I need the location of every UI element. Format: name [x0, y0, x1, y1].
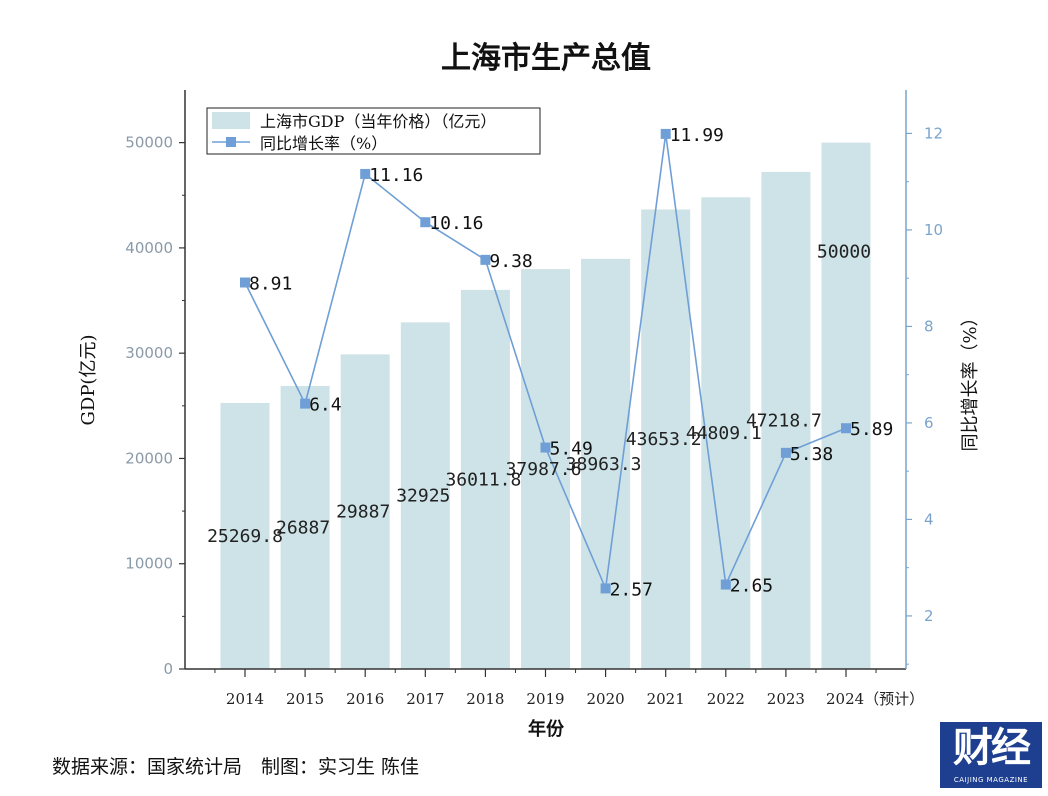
y-tick-label-5: 50000 [125, 134, 173, 152]
gdp-label-9: 47218.7 [746, 410, 822, 431]
gdp-bar-4 [460, 289, 510, 669]
growth-marker-9 [780, 447, 791, 458]
y-axis-label: GDP(亿元) [78, 335, 99, 426]
x-tick-label-1: 2015 [286, 690, 324, 708]
growth-marker-8 [720, 579, 731, 590]
gdp-label-8: 44809.1 [686, 423, 762, 444]
gdp-bar-2 [340, 354, 390, 669]
growth-marker-6 [600, 583, 611, 594]
x-tick-label-3: 2017 [406, 690, 444, 708]
x-tick-label-7: 2021 [647, 690, 685, 708]
y2-tick-label-0: 2 [924, 607, 934, 625]
y2-axis-label: 同比增长率（%） [960, 308, 981, 451]
x-tick-label-5: 2019 [526, 690, 564, 708]
gdp-label-7: 43653.2 [626, 429, 702, 450]
gdp-bar-5 [521, 269, 570, 669]
x-tick-label-2: 2016 [346, 690, 384, 708]
y2-tick-label-1: 4 [924, 510, 934, 528]
x-tick-label-10: 2024（预计） [826, 690, 924, 708]
gdp-bar-10 [821, 142, 871, 670]
growth-label-3: 10.16 [429, 213, 483, 234]
gdp-bar-8 [701, 197, 751, 669]
growth-marker-10 [841, 423, 851, 434]
caijing-logo: 财经 CAIJING MAGAZINE [940, 722, 1042, 788]
y-tick-label-2: 20000 [125, 449, 173, 467]
source-note: 数据来源：国家统计局 制图：实习生 陈佳 [52, 756, 420, 778]
bars-layer [220, 142, 871, 670]
gdp-bar-3 [400, 322, 450, 669]
growth-label-0: 8.91 [249, 274, 292, 295]
growth-marker-1 [300, 398, 311, 409]
growth-line-layer [240, 128, 851, 594]
growth-label-8: 2.65 [730, 576, 773, 597]
growth-marker-4 [480, 254, 491, 265]
growth-marker-0 [240, 277, 250, 288]
y2-tick-label-5: 12 [924, 124, 943, 142]
y-tick-label-1: 10000 [125, 555, 173, 573]
x-tick-label-9: 2023 [767, 690, 805, 708]
legend-marker-swatch [226, 137, 236, 147]
logo-mark: 财经 [953, 725, 1031, 771]
growth-label-6: 2.57 [610, 579, 653, 600]
y-tick-label-0: 0 [163, 660, 173, 678]
growth-label-9: 5.38 [790, 444, 833, 465]
legend-box [206, 107, 541, 155]
gdp-label-5: 37987.6 [506, 459, 582, 480]
chart-title: 上海市生产总值 [441, 41, 651, 76]
legend-line-label: 同比增长率（%） [260, 134, 387, 153]
y-tick-label-3: 30000 [125, 344, 173, 362]
data-labels-layer: 8.91 6.4 11.16 10.16 9.38 5.49 2.57 11.99 2.65 5.… [207, 125, 893, 601]
growth-label-1: 6.4 [309, 395, 342, 416]
growth-label-10: 5.89 [850, 419, 893, 440]
gdp-label-4: 36011.8 [445, 469, 521, 490]
logo-subtitle: CAIJING MAGAZINE [953, 776, 1029, 784]
y2-tick-label-3: 8 [924, 317, 934, 335]
growth-label-5: 5.49 [550, 439, 593, 460]
x-axis-label: 年份 [528, 718, 565, 740]
gdp-bar-0 [220, 402, 270, 669]
gdp-label-2: 29887 [336, 502, 390, 523]
gdp-label-6: 38963.3 [566, 454, 642, 475]
legend-bar-label: 上海市GDP（当年价格）（亿元） [260, 112, 496, 131]
x-tick-label-4: 2018 [466, 690, 504, 708]
axes-layer: 0 10000 20000 30000 40000 50000 2 4 6 8 10 12 2014 20… [125, 90, 943, 708]
gdp-bar-1 [280, 385, 330, 669]
gdp-label-1: 26887 [276, 517, 330, 538]
x-tick-label-8: 2022 [707, 690, 745, 708]
x-tick-label-0: 2014 [226, 690, 264, 708]
growth-marker-3 [420, 217, 431, 228]
gdp-bar-9 [761, 171, 811, 669]
gdp-bar-7 [641, 209, 691, 669]
growth-label-4: 9.38 [489, 251, 532, 272]
y2-tick-label-4: 10 [924, 221, 943, 239]
growth-label-7: 11.99 [670, 125, 724, 146]
growth-marker-5 [540, 442, 551, 453]
legend-bar-swatch [212, 112, 250, 129]
y-tick-label-4: 40000 [125, 239, 173, 257]
legend: 上海市GDP（当年价格）（亿元） 同比增长率（%） [206, 107, 541, 155]
gdp-label-10: 50000 [817, 242, 871, 263]
growth-marker-7 [660, 128, 671, 139]
growth-label-2: 11.16 [369, 165, 423, 186]
y2-tick-label-2: 6 [924, 414, 934, 432]
gdp-label-0: 25269.8 [207, 526, 283, 547]
x-tick-label-6: 2020 [587, 690, 625, 708]
growth-marker-2 [360, 168, 371, 179]
gdp-label-3: 32925 [396, 486, 450, 507]
